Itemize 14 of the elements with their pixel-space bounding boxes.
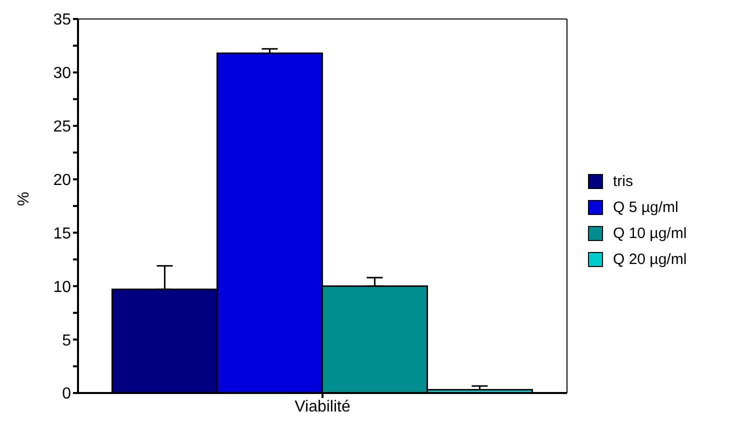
y-tick-label: 20 bbox=[53, 172, 72, 189]
y-tick-label: 5 bbox=[62, 332, 72, 350]
legend-label: tris bbox=[613, 173, 633, 190]
y-tick-label: 25 bbox=[53, 118, 72, 136]
legend-label: Q 20 µg/ml bbox=[613, 251, 687, 268]
y-tick-label: 30 bbox=[53, 65, 72, 82]
y-tick-label: 0 bbox=[62, 386, 72, 403]
y-tick-label: 10 bbox=[53, 278, 72, 296]
legend-label: Q 10 µg/ml bbox=[613, 225, 687, 242]
y-tick-label: 15 bbox=[53, 225, 72, 242]
y-axis-title: % bbox=[16, 192, 33, 206]
y-tick-label: 35 bbox=[53, 12, 72, 29]
x-tick-label: Viabilité bbox=[294, 398, 350, 416]
legend-label: Q 5 µg/ml bbox=[613, 199, 678, 216]
